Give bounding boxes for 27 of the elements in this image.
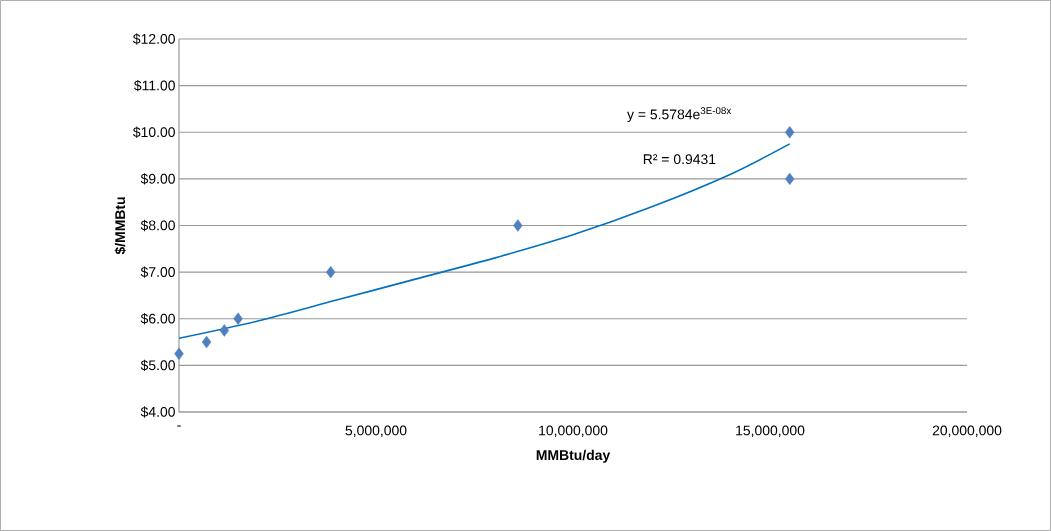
x-tick-label: -: [177, 425, 181, 427]
y-tick-label: $11.00: [134, 79, 175, 92]
point: [233, 312, 243, 325]
x-tick-label: 5,000,000: [345, 425, 407, 437]
y-tick-label: $9.00: [140, 173, 175, 185]
y-tick-label: $6.00: [140, 313, 175, 325]
y-tick-label: $4.00: [140, 406, 175, 418]
point: [785, 126, 795, 139]
y-tick-label: $8.00: [140, 219, 175, 232]
y-tick-label: $7.00: [140, 266, 175, 278]
x-tick-label: 20,000,000: [932, 425, 1002, 437]
point: [785, 172, 795, 186]
x-axis-title: MMBtu/day: [536, 449, 611, 463]
line-series: [178, 143, 791, 340]
y-tick-label: $10.00: [132, 126, 175, 138]
point: [219, 324, 229, 337]
annotation: y = 5.5784e$^{3E-08x}$: [627, 107, 732, 123]
point: [174, 347, 184, 360]
annotation: R² = 0.9431: [643, 154, 716, 165]
y-tick-label: $5.00: [140, 359, 175, 372]
x-tick-label: 15,000,000: [736, 425, 805, 437]
x-tick-label: 10,000,000: [539, 425, 608, 437]
point: [326, 265, 336, 279]
y-tick-label: $12.00: [132, 33, 175, 45]
point: [513, 219, 523, 232]
y-axis-title: $/MMBtu: [114, 197, 126, 255]
point: [201, 335, 212, 349]
